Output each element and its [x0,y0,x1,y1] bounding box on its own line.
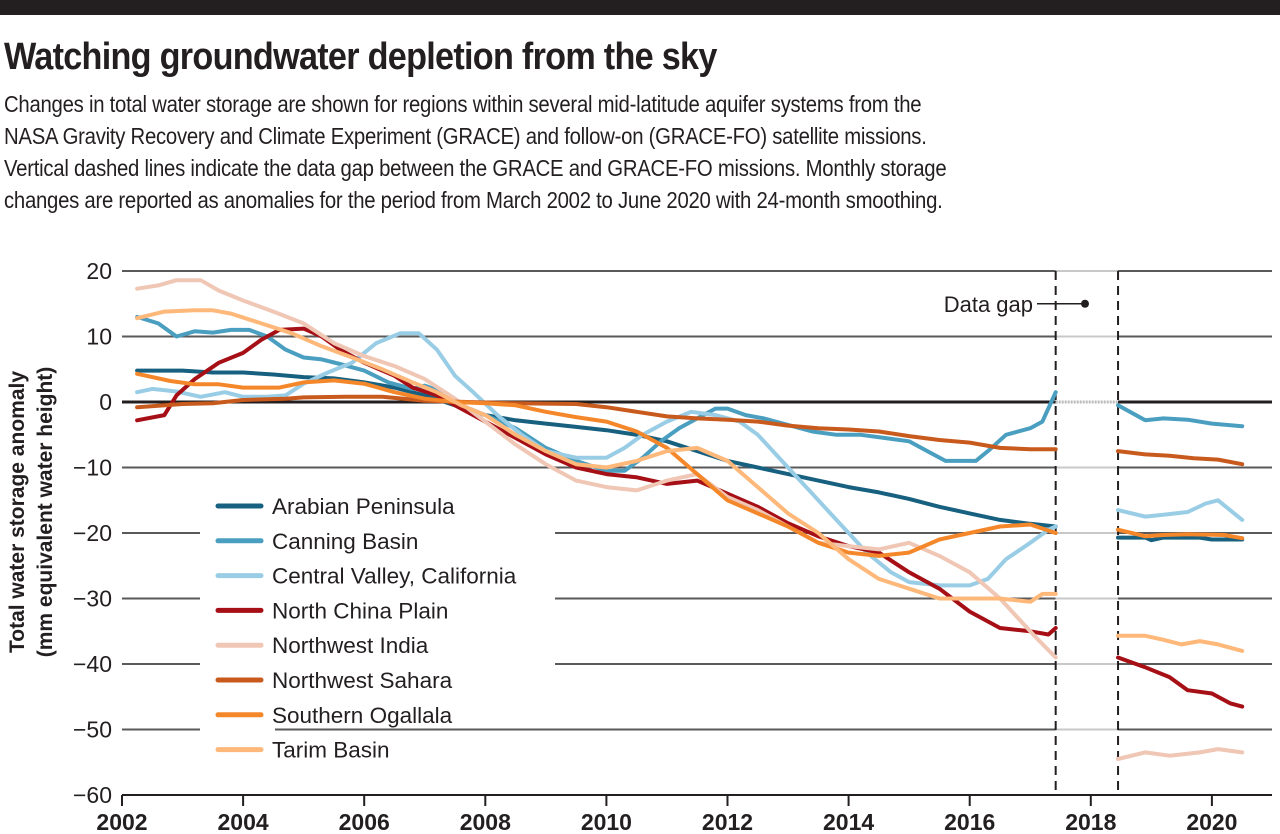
legend-label: North China Plain [272,598,448,623]
legend-label: Canning Basin [272,529,418,554]
y-tick-label: −50 [73,717,112,743]
y-tick-label: −20 [73,520,112,546]
series-lines [135,278,1245,761]
chart-subtitle: Changes in total water storage are shown… [4,88,1215,216]
series-line-northwest-india [1116,747,1245,761]
y-tick-label: 0 [99,389,112,415]
x-tick-label: 2020 [1186,809,1237,834]
series-line-tarim-basin [1116,633,1245,653]
data-gap-label: Data gap [944,292,1033,317]
x-tick-label: 2008 [460,809,511,834]
series-line-central-valley-california [1116,498,1245,522]
chart-title: Watching groundwater depletion from the … [4,36,717,78]
y-tick-label: −40 [73,651,112,677]
series-line-southern-ogallala [135,371,1058,558]
legend-label: Central Valley, California [272,564,517,589]
x-tick-label: 2016 [944,809,995,834]
x-tick-label: 2002 [96,809,147,834]
subtitle-line: changes are reported as anomalies for th… [4,187,943,213]
y-tick-label: −60 [73,782,112,808]
y-tick-label: 20 [86,258,112,284]
series-line-northwest-india [135,278,1058,660]
subtitle-line: Changes in total water storage are shown… [4,91,922,117]
series-line-arabian-peninsula [135,368,1058,529]
series-line-arabian-peninsula [1116,535,1245,543]
series-line-tarim-basin [135,308,1058,604]
subtitle-line: Vertical dashed lines indicate the data … [4,155,947,181]
series-line-central-valley-california [135,331,1058,588]
y-axis-title: Total water storage anomaly [6,371,29,653]
series-line-southern-ogallala [1116,527,1245,541]
top-rule [0,0,1280,15]
y-tick-label: −10 [73,455,112,481]
legend-label: Northwest India [272,633,429,658]
x-tick-label: 2014 [823,809,874,834]
series-line-canning-basin [135,314,1058,473]
legend-label: Tarim Basin [272,738,390,763]
series-line-northwest-sahara [1116,449,1245,467]
x-tick-label: 2004 [218,809,269,834]
legend-label: Southern Ogallala [272,703,453,728]
y-tick-label: −30 [73,586,112,612]
x-tick-label: 2010 [581,809,632,834]
series-line-north-china-plain [135,326,1058,637]
legend: Arabian Peninsula Canning Basin Central Va… [215,494,517,763]
x-tick-label: 2018 [1065,809,1116,834]
subtitle-line: NASA Gravity Recovery and Climate Experi… [4,123,927,149]
series-line-northwest-sahara [135,394,1058,452]
series-line-canning-basin [1116,403,1245,429]
series-line-north-china-plain [1116,655,1245,709]
x-tick-label: 2006 [339,809,390,834]
legend-label: Arabian Peninsula [272,494,455,519]
y-axis-title-units: (mm equivalent water height) [34,367,57,658]
legend-label: Northwest Sahara [272,668,453,693]
y-tick-label: 10 [86,324,112,350]
data-gap-pointer-dot [1081,299,1089,308]
x-tick-label: 2012 [702,809,753,834]
